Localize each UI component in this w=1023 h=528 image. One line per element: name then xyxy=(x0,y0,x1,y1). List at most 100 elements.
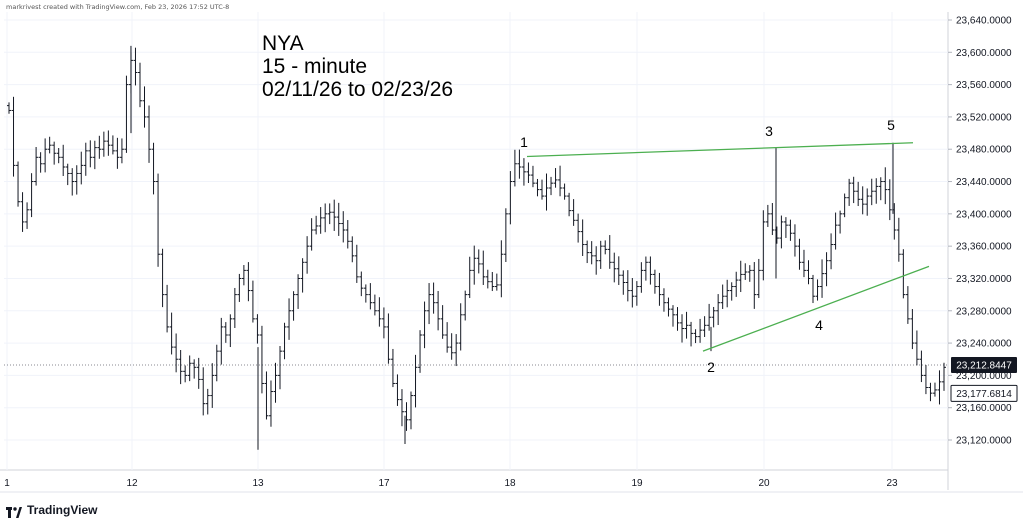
y-tick-label: 23,160.0000 xyxy=(956,403,1012,414)
ohlc-bar xyxy=(305,236,310,274)
ohlc-bar xyxy=(919,350,924,383)
ohlc-bar xyxy=(237,273,242,302)
ohlc-bar xyxy=(255,314,260,344)
ohlc-bar xyxy=(801,249,806,278)
x-tick-label: 1 xyxy=(4,478,10,489)
x-tick-label: 17 xyxy=(378,478,390,489)
y-tick-label: 23,440.0000 xyxy=(956,177,1012,188)
ohlc-bar xyxy=(670,305,675,327)
ohlc-bar xyxy=(576,213,581,243)
ohlc-bar xyxy=(160,248,165,308)
ohlc-bar xyxy=(314,215,319,235)
ohlc-bar xyxy=(323,203,328,233)
ohlc-bar xyxy=(418,330,423,373)
ohlc-bar xyxy=(318,207,323,234)
ohlc-bar xyxy=(287,298,292,340)
ohlc-bar xyxy=(833,212,838,250)
ohlc-bar xyxy=(273,362,278,403)
ohlc-bar xyxy=(860,186,865,215)
ohlc-bar xyxy=(652,269,657,294)
ohlc-bar xyxy=(115,137,120,169)
ohlc-bar xyxy=(169,312,174,355)
chart-credit: markrivest created with TradingView.com,… xyxy=(6,3,230,11)
tradingview-logo-icon xyxy=(6,505,22,518)
ohlc-bar xyxy=(43,138,48,173)
ohlc-bar xyxy=(535,178,540,197)
ohlc-bar xyxy=(539,179,544,200)
secondary-price-badge xyxy=(950,384,1018,402)
ohlc-bar xyxy=(770,203,775,236)
ohlc-bar xyxy=(327,203,332,225)
ohlc-bar xyxy=(788,219,793,241)
ohlc-bar xyxy=(869,178,874,206)
ohlc-bar xyxy=(7,102,11,114)
ohlc-bar xyxy=(856,181,861,207)
ohlc-bar xyxy=(747,265,752,282)
ohlc-bar xyxy=(838,210,843,234)
ohlc-bar xyxy=(558,165,563,197)
ohlc-bar xyxy=(928,382,933,402)
ohlc-bar xyxy=(914,330,919,366)
ohlc-bar xyxy=(142,86,147,128)
ohlc-bar xyxy=(205,388,210,415)
ohlc-bar xyxy=(350,236,355,263)
annotation-interval: 15 - minute xyxy=(262,55,368,78)
tradingview-brand[interactable]: TradingView xyxy=(6,503,97,518)
ohlc-bar xyxy=(720,284,725,309)
price-axis: 23,120.0000 23,160.0000 23,200.0000 23,240.… xyxy=(948,16,1012,447)
ohlc-bar xyxy=(580,219,585,256)
ohlc-bar xyxy=(485,269,490,289)
ohlc-bar xyxy=(526,162,531,184)
ohlc-bar xyxy=(431,282,436,314)
last-price-label: 23,212.8447 xyxy=(956,361,1012,372)
ohlc-bar xyxy=(616,256,621,285)
ohlc-bar xyxy=(449,333,454,360)
ohlc-bar xyxy=(639,262,644,293)
ohlc-bar xyxy=(824,252,829,287)
x-tick-label: 23 xyxy=(886,478,898,489)
secondary-price-label: 23,177.6814 xyxy=(956,389,1012,400)
ohlc-bar xyxy=(680,314,685,343)
ohlc-bar xyxy=(467,256,472,299)
ohlc-bar xyxy=(390,348,395,388)
ohlc-bar xyxy=(440,305,445,339)
ohlc-bar xyxy=(246,262,251,302)
ohlc-bar xyxy=(544,173,549,211)
ohlc-bar xyxy=(490,271,495,292)
ohlc-bar xyxy=(621,270,626,295)
ohlc-bar xyxy=(137,62,142,108)
annotation-date-range: 02/11/26 to 02/23/26 xyxy=(262,78,454,101)
ohlc-bar xyxy=(74,165,79,195)
ohlc-bar xyxy=(291,291,296,321)
ohlc-bar xyxy=(594,246,599,275)
ohlc-bar xyxy=(865,188,870,216)
ohlc-bar xyxy=(734,271,739,297)
ohlc-bar xyxy=(661,288,666,312)
wave-labels: 1 2 3 4 5 xyxy=(520,117,895,375)
y-tick-label: 23,520.0000 xyxy=(956,112,1012,123)
ohlc-bar xyxy=(79,151,84,185)
wave-label-1: 1 xyxy=(520,134,528,150)
ohlc-bar xyxy=(52,141,57,165)
trendlines xyxy=(526,142,930,352)
ohlc-bar xyxy=(133,47,138,86)
x-tick-label: 20 xyxy=(758,478,770,489)
ohlc-bar xyxy=(359,271,364,297)
annotation-symbol: NYA xyxy=(262,32,304,55)
ohlc-bar xyxy=(336,202,341,236)
ohlc-bar xyxy=(698,318,703,343)
ohlc-bar xyxy=(932,382,937,397)
ohlc-bar xyxy=(829,233,834,270)
ohlc-bar xyxy=(820,259,825,298)
y-tick-label: 23,320.0000 xyxy=(956,274,1012,285)
ohlc-bar xyxy=(34,146,39,186)
ohlc-bar xyxy=(689,321,694,347)
ohlc-bar xyxy=(219,317,224,365)
y-tick-label: 23,400.0000 xyxy=(956,209,1012,220)
ohlc-bar xyxy=(553,168,558,188)
ohlc-bars xyxy=(7,45,946,450)
ohlc-bar xyxy=(151,142,156,195)
ohlc-bar xyxy=(119,138,124,164)
x-tick-label: 12 xyxy=(126,478,138,489)
